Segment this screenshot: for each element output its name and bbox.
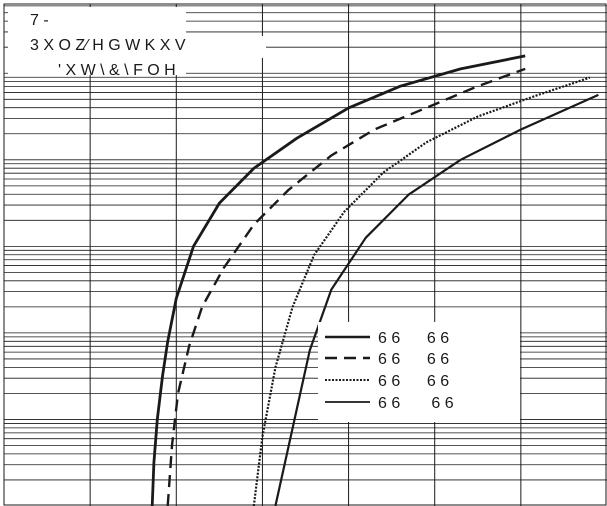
title-line-3: ' X W \ & \ F O H xyxy=(58,62,176,79)
series-line-4 xyxy=(274,93,599,506)
title-box: 7 - 3 X O Z∕ H G W K X V ' X W \ & \ F O… xyxy=(8,7,266,79)
series-line-3 xyxy=(252,76,591,506)
legend: 6 6 6 6 6 6 6 6 6 6 6 6 6 6 6 6 xyxy=(318,322,520,422)
grid-lines xyxy=(4,4,607,506)
series-line-2 xyxy=(166,67,526,506)
legend-label-2: 6 6 6 6 xyxy=(378,351,449,368)
title-background xyxy=(8,7,186,75)
title-line-1: 7 - xyxy=(30,12,49,29)
title-background-extension xyxy=(186,36,266,58)
legend-box xyxy=(318,322,520,422)
plot-border xyxy=(3,3,607,506)
legend-label-3: 6 6 6 6 xyxy=(378,373,449,390)
series-layer xyxy=(150,54,599,506)
legend-label-4: 6 6 6 6 xyxy=(378,395,454,412)
title-line-2: 3 X O Z∕ H G W K X V xyxy=(30,37,186,54)
series-line-1 xyxy=(150,54,526,506)
legend-label-1: 6 6 6 6 xyxy=(378,330,449,347)
